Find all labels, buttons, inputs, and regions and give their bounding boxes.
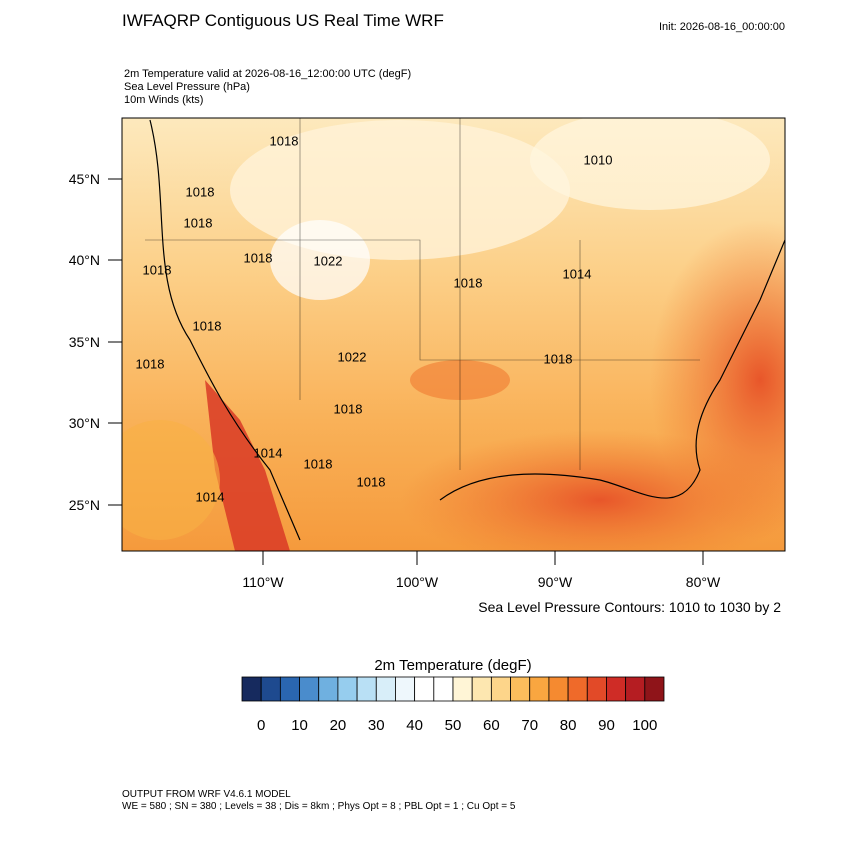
colorbar-box <box>337 676 358 702</box>
footer-line: OUTPUT FROM WRF V4.6.1 MODEL <box>122 789 291 800</box>
contour-label: 1022 <box>314 253 343 268</box>
colorbar-tick-label: 70 <box>521 717 538 734</box>
colorbar-box <box>241 676 262 702</box>
contour-label: 1014 <box>196 489 225 504</box>
contour-label: 1018 <box>357 474 386 489</box>
colorbar-box <box>625 676 646 702</box>
lat-label: 45°N <box>69 171 100 187</box>
colorbar-box <box>606 676 627 702</box>
colorbar-box <box>395 676 416 702</box>
lon-label: 80°W <box>686 574 721 590</box>
colorbar-tick-label: 80 <box>560 717 577 734</box>
colorbar-box <box>433 676 454 702</box>
contour-label: 1022 <box>338 349 367 364</box>
contour-label: 1018 <box>454 275 483 290</box>
colorbar-box <box>260 676 281 702</box>
lat-axis: 45°N 40°N 35°N 30°N 25°N <box>69 171 122 513</box>
contour-label: 1018 <box>186 184 215 199</box>
contour-label: 1018 <box>136 356 165 371</box>
colorbar-tick-label: 0 <box>257 717 265 734</box>
lon-label: 90°W <box>538 574 573 590</box>
init-time: Init: 2026-08-16_00:00:00 <box>659 21 785 33</box>
lon-axis: 110°W 100°W 90°W 80°W <box>242 551 721 590</box>
colorbar-box <box>279 676 300 702</box>
contour-label: 1014 <box>254 445 283 460</box>
colorbar-tick-label: 60 <box>483 717 500 734</box>
contour-label: 1018 <box>244 250 273 265</box>
colorbar-box <box>586 676 607 702</box>
lon-label: 110°W <box>242 574 284 590</box>
contour-label: 1018 <box>270 133 299 148</box>
lat-label: 35°N <box>69 334 100 350</box>
colorbar-tick-label: 90 <box>598 717 615 734</box>
map-shading <box>122 118 785 551</box>
colorbar-box <box>356 676 377 702</box>
contour-label: 1018 <box>544 351 573 366</box>
contour-label: 1018 <box>304 456 333 471</box>
colorbar-box <box>375 676 396 702</box>
colorbar-tick-label: 40 <box>406 717 423 734</box>
contour-label: 1018 <box>193 318 222 333</box>
colorbar-tick-label: 50 <box>445 717 462 734</box>
colorbar-tick-label: 10 <box>291 717 308 734</box>
colorbar-box <box>299 676 320 702</box>
contour-label: 1010 <box>584 152 613 167</box>
colorbar-box <box>510 676 531 702</box>
map-frame <box>121 117 786 552</box>
contour-label: 1014 <box>563 266 592 281</box>
contour-label: 1018 <box>143 262 172 277</box>
lat-label: 40°N <box>69 252 100 268</box>
lon-label: 100°W <box>396 574 439 590</box>
colorbar-box <box>490 676 511 702</box>
field-label: 10m Winds (kts) <box>124 94 203 106</box>
colorbar-box <box>414 676 435 702</box>
colorbar-box <box>567 676 588 702</box>
contour-caption: Sea Level Pressure Contours: 1010 to 103… <box>478 599 781 615</box>
colorbar-tick-label: 100 <box>632 717 657 734</box>
colorbar-tick-label: 30 <box>368 717 385 734</box>
colorbar-title: 2m Temperature (degF) <box>374 657 531 674</box>
colorbar-tick-label: 20 <box>330 717 347 734</box>
title: IWFAQRP Contiguous US Real Time WRF <box>122 11 444 30</box>
colorbar-box <box>529 676 550 702</box>
colorbar-box <box>452 676 473 702</box>
footer-line: WE = 580 ; SN = 380 ; Levels = 38 ; Dis … <box>122 801 516 812</box>
colorbar-box <box>471 676 492 702</box>
field-label: 2m Temperature valid at 2026-08-16_12:00… <box>124 68 411 80</box>
colorbar-box <box>318 676 339 702</box>
contour-label: 1018 <box>334 401 363 416</box>
colorbar-box <box>644 676 665 702</box>
contour-labels: 1018 1010 1018 1018 1018 1022 1018 1014 … <box>136 133 613 504</box>
colorbar-box <box>548 676 569 702</box>
lat-label: 30°N <box>69 415 100 431</box>
colorbar: 0 10 20 30 40 50 60 70 80 90 100 <box>241 676 665 734</box>
lat-label: 25°N <box>69 497 100 513</box>
field-label: Sea Level Pressure (hPa) <box>124 81 250 93</box>
contour-label: 1018 <box>184 215 213 230</box>
